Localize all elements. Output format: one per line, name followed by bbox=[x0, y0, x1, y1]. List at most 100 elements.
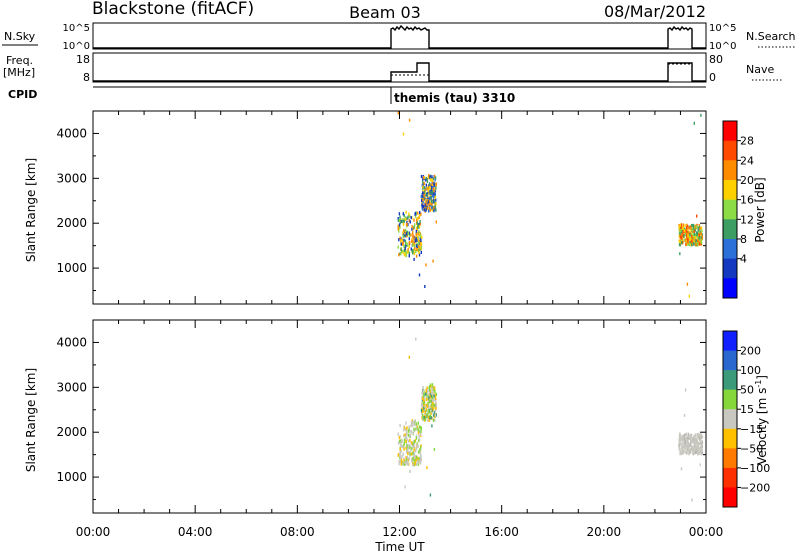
data-point bbox=[694, 438, 697, 443]
data-point bbox=[409, 433, 412, 437]
data-point bbox=[417, 225, 419, 229]
data-point bbox=[431, 395, 434, 400]
data-point bbox=[689, 235, 691, 239]
data-point bbox=[698, 441, 701, 446]
data-point bbox=[404, 485, 406, 489]
data-point bbox=[421, 396, 424, 400]
data-point bbox=[430, 416, 432, 420]
data-point bbox=[398, 238, 400, 242]
data-point bbox=[419, 214, 421, 218]
colorbar-segment bbox=[723, 180, 737, 201]
data-point bbox=[398, 253, 400, 257]
data-point bbox=[407, 462, 409, 466]
data-point bbox=[408, 118, 411, 122]
data-point bbox=[416, 455, 418, 459]
data-point bbox=[681, 226, 684, 230]
data-point bbox=[410, 430, 413, 434]
colorbar-segment bbox=[723, 467, 737, 488]
data-point bbox=[697, 435, 699, 439]
data-point bbox=[681, 241, 683, 245]
colorbar-tick-label: 8 bbox=[740, 233, 747, 246]
data-point bbox=[692, 237, 694, 241]
data-point bbox=[423, 400, 426, 404]
data-point bbox=[411, 249, 413, 253]
x-axis-labels: 00:00 04:00 08:00 12:00 16:00 20:00 00:00 bbox=[76, 525, 724, 539]
data-point bbox=[410, 442, 412, 446]
x-tick-label: 00:00 bbox=[689, 525, 724, 539]
data-point bbox=[432, 198, 435, 202]
data-point bbox=[691, 447, 693, 451]
data-point bbox=[399, 447, 401, 451]
data-point bbox=[414, 212, 416, 216]
data-point bbox=[400, 458, 403, 462]
data-point bbox=[432, 418, 435, 422]
data-point bbox=[402, 219, 405, 223]
data-point bbox=[411, 239, 413, 243]
data-point bbox=[678, 439, 681, 443]
data-point bbox=[435, 201, 437, 206]
data-point bbox=[414, 462, 416, 466]
data-point bbox=[424, 411, 426, 415]
data-point bbox=[431, 178, 433, 182]
velocity-axes: 1000 2000 3000 4000 bbox=[56, 319, 707, 513]
data-point bbox=[678, 443, 680, 447]
data-point bbox=[433, 388, 435, 392]
data-point bbox=[420, 241, 422, 245]
data-point bbox=[425, 176, 427, 181]
data-point bbox=[421, 236, 423, 239]
data-point bbox=[404, 253, 406, 257]
data-point bbox=[401, 242, 403, 246]
data-point bbox=[432, 194, 434, 198]
data-point bbox=[400, 237, 402, 241]
data-point bbox=[399, 221, 401, 225]
data-point bbox=[434, 399, 437, 403]
data-point bbox=[405, 458, 408, 462]
data-point bbox=[432, 402, 434, 406]
data-point bbox=[406, 243, 409, 247]
data-point bbox=[423, 190, 426, 194]
data-point bbox=[697, 444, 699, 448]
data-point bbox=[432, 259, 434, 263]
data-point bbox=[699, 433, 701, 438]
data-point bbox=[428, 396, 430, 400]
data-point bbox=[694, 233, 697, 237]
data-point bbox=[405, 461, 407, 465]
data-point bbox=[420, 429, 422, 433]
data-point bbox=[685, 446, 688, 450]
data-point bbox=[411, 227, 413, 231]
data-point bbox=[433, 394, 435, 398]
data-point bbox=[678, 234, 681, 239]
data-point bbox=[400, 251, 402, 256]
data-point bbox=[427, 409, 429, 413]
data-point bbox=[691, 224, 693, 228]
data-point bbox=[415, 427, 417, 431]
data-point bbox=[422, 185, 424, 189]
data-point bbox=[405, 427, 407, 432]
data-point bbox=[423, 181, 425, 185]
data-point bbox=[397, 224, 399, 228]
data-point bbox=[430, 199, 433, 203]
data-point bbox=[431, 424, 433, 428]
data-point bbox=[684, 433, 686, 437]
data-point bbox=[417, 462, 420, 466]
data-point bbox=[423, 193, 425, 198]
data-point bbox=[403, 444, 405, 448]
data-point bbox=[419, 450, 421, 454]
data-point bbox=[415, 422, 417, 426]
data-point bbox=[429, 203, 431, 207]
data-point bbox=[688, 449, 690, 453]
data-point bbox=[418, 273, 421, 277]
data-point bbox=[422, 385, 424, 390]
colorbar-segment bbox=[723, 350, 737, 371]
velocity-ylabel: Slant Range [km] bbox=[24, 368, 38, 472]
velocity-cbar-label-sup: -1 bbox=[754, 380, 763, 388]
data-point bbox=[397, 432, 399, 436]
data-point bbox=[698, 236, 700, 240]
data-point bbox=[407, 452, 409, 456]
data-point bbox=[430, 191, 432, 195]
data-point bbox=[681, 446, 683, 450]
data-point bbox=[415, 229, 418, 233]
data-point bbox=[418, 438, 421, 442]
data-point bbox=[401, 445, 403, 449]
